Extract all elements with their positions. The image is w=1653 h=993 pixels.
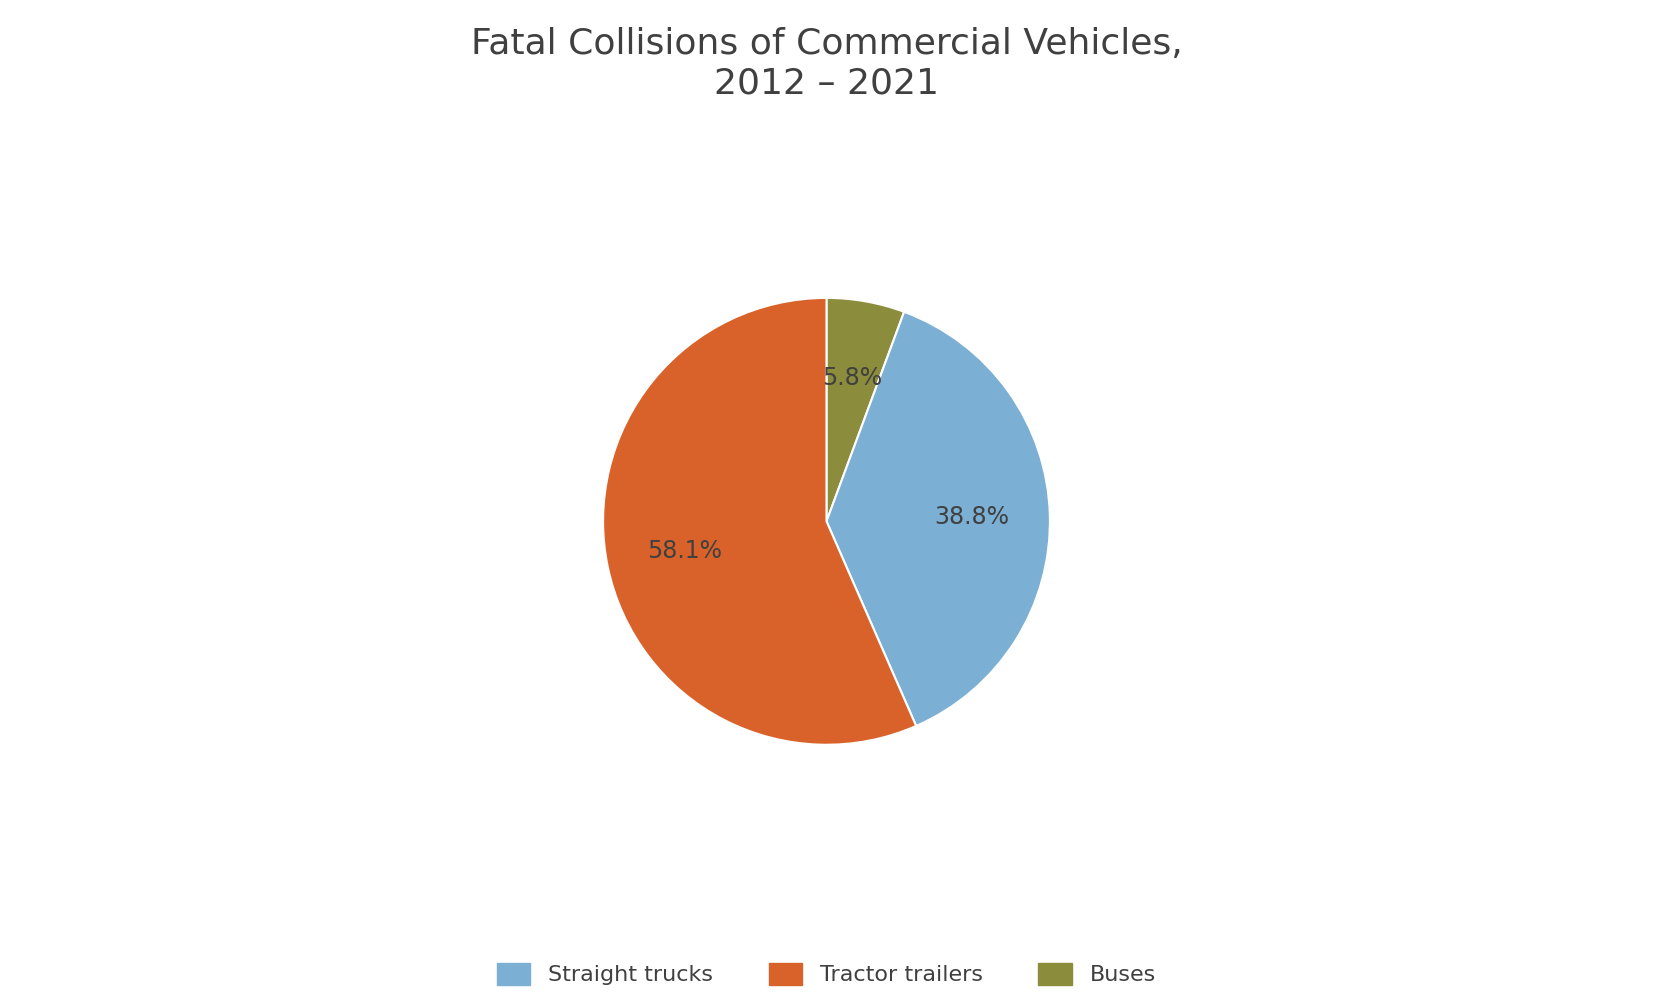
Text: 58.1%: 58.1%: [646, 539, 722, 563]
Legend: Straight trucks, Tractor trailers, Buses: Straight trucks, Tractor trailers, Buses: [488, 953, 1165, 993]
Wedge shape: [826, 298, 904, 521]
Title: Fatal Collisions of Commercial Vehicles,
2012 – 2021: Fatal Collisions of Commercial Vehicles,…: [471, 27, 1182, 100]
Text: 5.8%: 5.8%: [822, 366, 883, 390]
Wedge shape: [826, 312, 1050, 726]
Wedge shape: [603, 298, 916, 745]
Text: 38.8%: 38.8%: [934, 505, 1010, 529]
